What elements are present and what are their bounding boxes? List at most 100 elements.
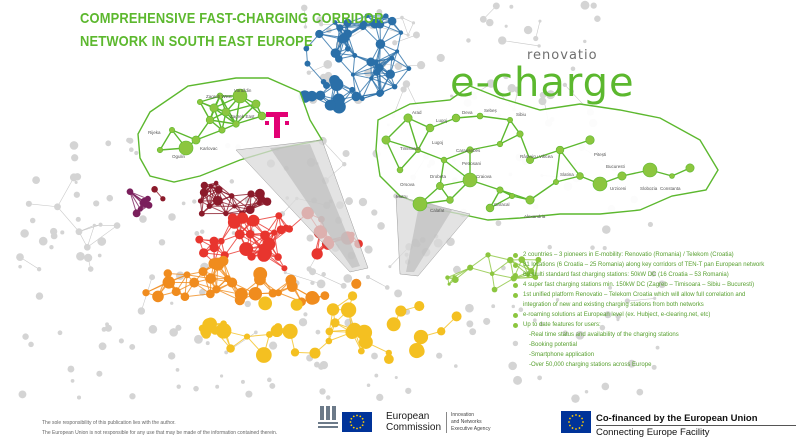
network-node <box>364 13 370 19</box>
network-node <box>315 90 326 101</box>
network-node <box>336 24 344 32</box>
charging-station-node <box>425 123 435 133</box>
network-node <box>347 291 358 301</box>
network-node <box>604 311 612 319</box>
network-node <box>199 188 209 197</box>
network-node <box>181 201 186 206</box>
charging-station-node <box>516 130 524 138</box>
network-node <box>513 375 523 385</box>
network-node <box>602 225 611 234</box>
city-label: Arad <box>412 110 422 115</box>
network-node <box>384 285 390 290</box>
network-link <box>215 182 232 197</box>
disclaimer-line-2: The European Union is not responsible fo… <box>42 430 278 436</box>
network-node <box>192 199 197 204</box>
network-node <box>226 344 235 353</box>
network-node <box>260 230 270 241</box>
charging-station-node <box>508 192 516 200</box>
network-node <box>507 83 516 93</box>
network-node <box>267 377 272 383</box>
network-node <box>546 90 556 100</box>
network-node <box>325 395 331 400</box>
network-node <box>504 24 508 28</box>
network-node <box>137 307 146 315</box>
feature-sub-item: -Real time status and availability of th… <box>529 332 679 338</box>
network-node <box>411 21 416 25</box>
network-node <box>451 276 459 284</box>
title-line-1: COMPREHENSIVE FAST-CHARGING CORRIDOR <box>80 10 384 27</box>
network-link <box>376 57 392 63</box>
charging-station-node <box>555 145 565 155</box>
city-label: Caracal <box>494 202 510 207</box>
network-node <box>507 256 514 264</box>
network-node <box>87 266 94 272</box>
network-node <box>38 236 48 246</box>
charging-station-node <box>412 196 428 212</box>
eu-star <box>575 428 577 430</box>
city-label: Zagreb West <box>206 94 232 99</box>
network-node <box>16 253 24 262</box>
city-label: Orsova <box>400 182 415 187</box>
network-node <box>84 253 93 263</box>
network-node <box>244 300 251 308</box>
city-label: Rijeka <box>148 130 161 135</box>
network-node <box>29 217 36 224</box>
echarge-logo: e-charge <box>450 60 635 106</box>
network-node <box>22 333 29 340</box>
network-node <box>359 20 368 28</box>
network-node <box>398 30 404 35</box>
network-node <box>304 60 311 67</box>
network-node <box>247 190 255 198</box>
network-node <box>518 307 524 313</box>
network-node <box>106 194 114 202</box>
network-node <box>229 179 235 184</box>
charging-station-node <box>196 98 204 106</box>
network-node <box>127 137 134 144</box>
network-node <box>268 341 278 350</box>
network-node <box>345 45 351 52</box>
network-link <box>487 254 493 274</box>
network-link <box>492 273 514 279</box>
network-node <box>374 373 379 378</box>
network-node <box>199 288 206 296</box>
network-node <box>301 4 308 12</box>
network-node <box>167 352 176 360</box>
charging-station-node <box>257 111 267 121</box>
network-link <box>396 51 410 69</box>
network-link <box>208 186 212 207</box>
network-node <box>388 265 392 269</box>
network-link <box>401 17 414 24</box>
network-node <box>492 2 500 10</box>
network-node <box>518 256 526 263</box>
network-node <box>218 255 229 267</box>
city-label: Timisoara <box>400 146 420 151</box>
eu-flag-icon <box>561 411 591 433</box>
eu-star <box>581 424 583 427</box>
network-node <box>394 289 403 298</box>
network-node <box>243 333 251 340</box>
network-node <box>198 267 208 277</box>
network-node <box>54 203 61 211</box>
network-node <box>254 188 265 199</box>
network-node <box>485 252 491 258</box>
charging-station-node <box>436 182 444 190</box>
network-node <box>275 212 283 220</box>
network-node <box>75 228 83 236</box>
eu-star <box>569 424 571 427</box>
network-node <box>208 183 214 189</box>
city-label: Râmnicu Vâlcea <box>520 154 553 159</box>
charging-station-node <box>496 140 504 148</box>
feature-sub-item: -Smartphone application <box>529 352 595 358</box>
network-node <box>486 18 494 27</box>
city-label: Bucuresti <box>606 164 625 169</box>
charging-station-node <box>585 135 595 145</box>
corridor-link <box>479 115 511 121</box>
charging-station-node <box>451 113 461 123</box>
network-link <box>394 34 417 44</box>
network-node <box>323 82 331 90</box>
network-node <box>28 341 34 348</box>
inea-agency-text: Innovation and Networks Executive Agency <box>446 412 490 433</box>
network-node <box>200 181 209 190</box>
network-node <box>57 330 63 336</box>
network-node <box>584 390 589 394</box>
